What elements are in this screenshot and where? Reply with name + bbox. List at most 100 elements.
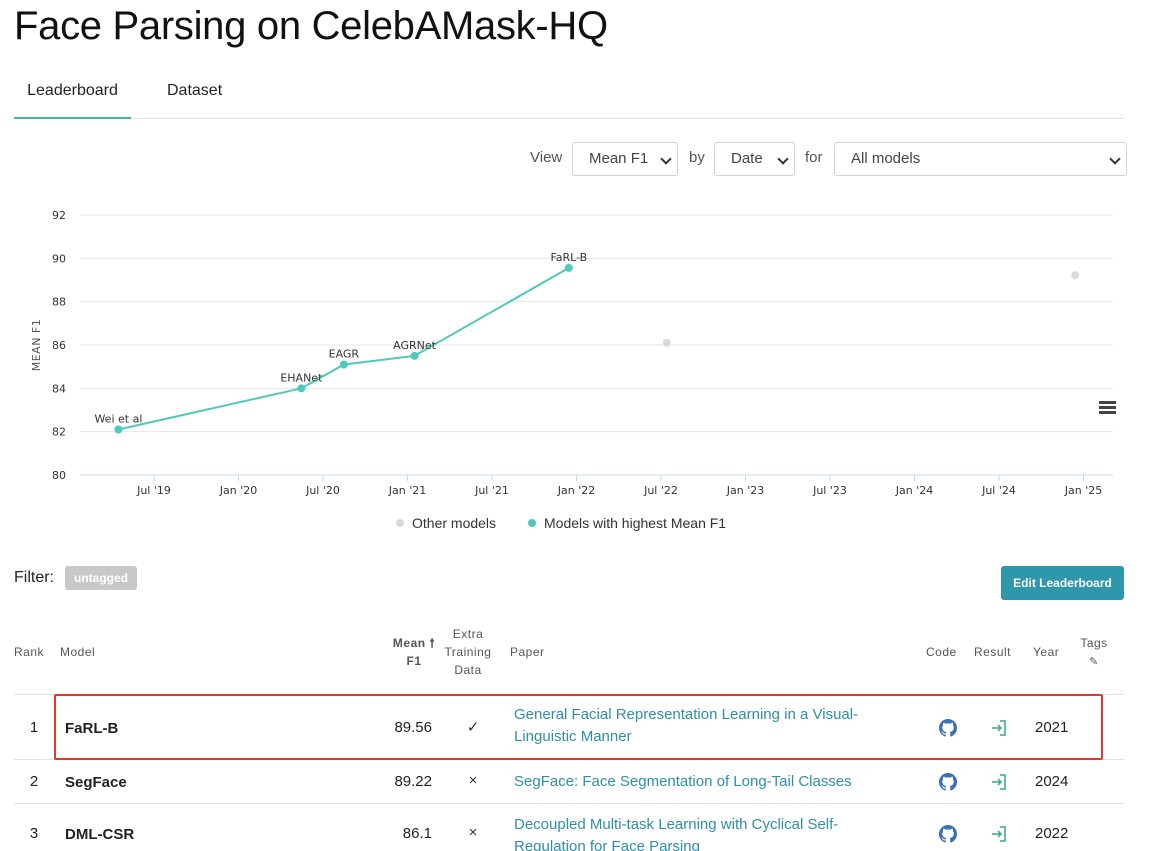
- models-select-value: All models: [851, 150, 921, 167]
- y-tick-label: 86: [52, 339, 66, 352]
- x-axis-ticks: Jul '19 Jan '20 Jul '20 Jan '21 Jul '21 Jan '…: [136, 475, 1102, 497]
- legend-other-models[interactable]: Other models: [396, 515, 496, 531]
- x-tick-label: Jan '24: [895, 484, 933, 497]
- header-tags: Tags ✎: [1080, 636, 1108, 668]
- x-tick-label: Jul '20: [305, 484, 340, 497]
- chevron-down-icon: [660, 153, 672, 165]
- chevron-down-icon: [1109, 153, 1121, 165]
- mean-f1-value: 89.56: [394, 719, 432, 736]
- extra-training-data-mark: ×: [468, 772, 478, 789]
- y-tick-label: 80: [52, 469, 66, 482]
- rank-cell: 2: [29, 773, 39, 790]
- result-icon[interactable]: [990, 825, 1008, 843]
- point-label: EHANet: [280, 371, 323, 384]
- sota-point[interactable]: [564, 263, 573, 272]
- legend-label: Models with highest Mean F1: [544, 515, 727, 531]
- legend-dot-icon: [396, 519, 404, 528]
- tab-bar: Leaderboard Dataset: [14, 70, 1124, 119]
- sota-point[interactable]: [114, 425, 123, 434]
- y-tick-label: 82: [52, 426, 66, 439]
- result-icon[interactable]: [990, 719, 1008, 737]
- table-row[interactable]: 1 FaRL-B 89.56 ✓ General Facial Representati…: [14, 695, 1124, 760]
- filter-tag-untagged[interactable]: untagged: [65, 566, 137, 590]
- point-label: AGRNet: [393, 339, 436, 352]
- result-icon[interactable]: [990, 773, 1008, 791]
- chart-menu-icon[interactable]: [1099, 401, 1116, 414]
- github-icon[interactable]: [939, 719, 957, 737]
- point-label: FaRL-B: [550, 251, 587, 264]
- github-icon[interactable]: [939, 825, 957, 843]
- x-tick-label: Jul '23: [812, 484, 847, 497]
- x-tick-label: Jan '20: [219, 484, 257, 497]
- y-tick-label: 92: [52, 209, 66, 222]
- page-title: Face Parsing on CelebAMask-HQ: [14, 4, 608, 48]
- header-extra-training-data: Extra Training Data: [444, 627, 492, 677]
- other-model-point[interactable]: [1071, 271, 1080, 280]
- by-label: by: [689, 149, 705, 166]
- view-label: View: [530, 149, 563, 166]
- paper-link[interactable]: Decoupled Multi-task Learning with Cycli…: [514, 816, 839, 851]
- edit-leaderboard-button[interactable]: Edit Leaderboard: [1001, 566, 1124, 600]
- header-paper: Paper: [510, 645, 545, 659]
- table-header: Rank Model Mean 🠕 F1 Extra Training Data…: [14, 625, 1124, 695]
- by-select[interactable]: Date: [714, 142, 795, 176]
- rank-cell: 3: [29, 825, 39, 842]
- table-row[interactable]: 2 SegFace 89.22 × SegFace: Face Segmentation…: [14, 760, 1124, 804]
- paper-link[interactable]: General Facial Representation Learning i…: [514, 706, 859, 745]
- filter-label: Filter:: [14, 569, 54, 586]
- header-year: Year: [1033, 645, 1060, 659]
- year-cell: 2022: [1035, 825, 1069, 842]
- mean-f1-value: 89.22: [394, 773, 432, 790]
- view-controls: View Mean F1 by Date for All models: [0, 142, 1153, 176]
- header-code: Code: [926, 645, 957, 659]
- extra-training-data-mark: ×: [468, 824, 478, 841]
- other-model-point[interactable]: [662, 338, 671, 347]
- y-tick-label: 84: [52, 382, 66, 395]
- model-name[interactable]: DML-CSR: [65, 826, 135, 843]
- models-select[interactable]: All models: [834, 142, 1127, 176]
- sota-point[interactable]: [410, 351, 419, 360]
- y-axis-ticks: 80 82 84 86 88 90 92: [52, 209, 66, 482]
- sota-point[interactable]: [297, 384, 306, 393]
- x-tick-label: Jul '21: [474, 484, 509, 497]
- chart-grid: [80, 214, 1113, 476]
- legend-label: Other models: [412, 515, 497, 531]
- mean-f1-value: 86.1: [402, 825, 432, 842]
- legend-dot-icon: [528, 519, 536, 528]
- x-tick-label: Jul '22: [643, 484, 678, 497]
- y-tick-label: 88: [52, 296, 66, 309]
- legend-highest-models[interactable]: Models with highest Mean F1: [528, 515, 726, 531]
- y-axis-label: MEAN F1: [30, 319, 43, 372]
- by-select-value: Date: [731, 150, 763, 167]
- model-name[interactable]: SegFace: [65, 774, 127, 791]
- extra-training-data-mark: ✓: [466, 719, 480, 736]
- point-label: Wei et al: [94, 413, 142, 426]
- x-tick-label: Jan '25: [1064, 484, 1102, 497]
- model-name[interactable]: FaRL-B: [65, 720, 119, 737]
- metric-select-value: Mean F1: [589, 150, 649, 167]
- sort-arrow-up-icon: 🠕: [429, 636, 436, 650]
- table-row[interactable]: 3 DML-CSR 86.1 × Decoupled Multi-task Learni…: [14, 804, 1124, 851]
- x-tick-label: Jul '24: [981, 484, 1016, 497]
- github-icon[interactable]: [939, 773, 957, 791]
- tab-leaderboard[interactable]: Leaderboard: [14, 70, 131, 119]
- paper-link[interactable]: SegFace: Face Segmentation of Long-Tail …: [514, 773, 852, 790]
- chart-series: Wei et al EHANet EAGR AGRNet FaRL-B: [94, 251, 1080, 434]
- sota-point[interactable]: [339, 360, 348, 369]
- for-label: for: [805, 149, 823, 166]
- rank-cell: 1: [29, 719, 39, 736]
- metric-select[interactable]: Mean F1: [572, 142, 678, 176]
- point-label: EAGR: [329, 348, 360, 361]
- edit-tags-icon[interactable]: ✎: [1089, 656, 1099, 668]
- year-cell: 2024: [1035, 773, 1069, 790]
- header-mean-f1[interactable]: Mean 🠕 F1: [392, 636, 436, 668]
- x-tick-label: Jan '22: [557, 484, 595, 497]
- header-rank: Rank: [14, 645, 45, 659]
- y-tick-label: 90: [52, 252, 66, 265]
- x-tick-label: Jul '19: [136, 484, 171, 497]
- header-model: Model: [60, 645, 96, 659]
- year-cell: 2021: [1035, 719, 1069, 736]
- header-result: Result: [974, 645, 1012, 659]
- tab-dataset[interactable]: Dataset: [167, 82, 223, 99]
- x-tick-label: Jan '21: [388, 484, 426, 497]
